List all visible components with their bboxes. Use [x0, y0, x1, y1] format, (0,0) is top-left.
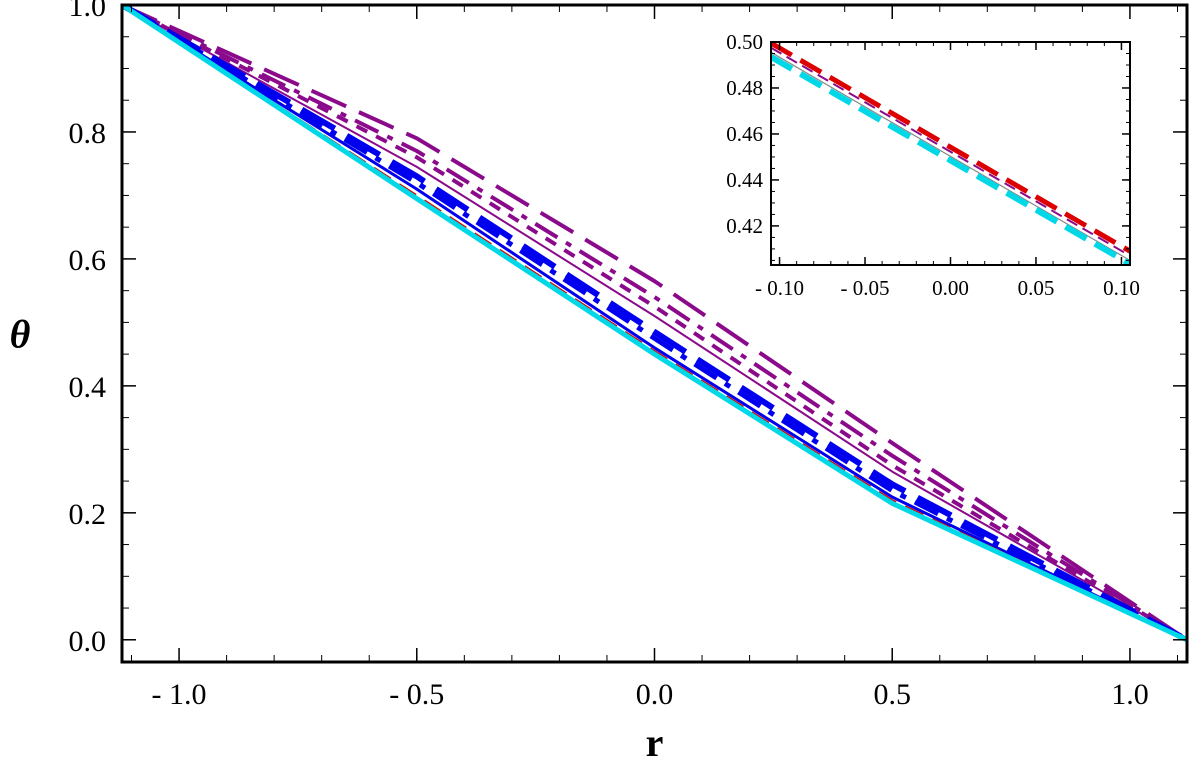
inset-y-tick-label-1: 0.42: [726, 214, 763, 238]
inset-plot: - 0.10 - 0.05 0.00 0.05 0.10 0.42 0.44 0.46 0.48…: [726, 30, 1140, 300]
main-x-tick-label-2: - 0.5: [389, 678, 444, 711]
main-series-line-1: [122, 5, 1187, 642]
main-series-line-6: [122, 5, 1187, 643]
inset-series-line-3: [771, 51, 1130, 261]
main-y-tick-label-2: 0.2: [69, 498, 107, 531]
inset-y-tick-label-4: 0.48: [726, 76, 763, 100]
main-y-tick-label-5: 0.8: [69, 117, 107, 150]
inset-y-tick-label-2: 0.44: [726, 168, 763, 192]
main-y-axis-label: θ: [10, 312, 31, 357]
main-x-tick-label-5: 1.0: [1111, 678, 1149, 711]
main-series-group: [122, 5, 1187, 643]
main-series-line-9: [122, 5, 1187, 643]
inset-y-tick-label-3: 0.46: [726, 122, 763, 146]
main-x-axis-label: r: [646, 720, 664, 765]
main-series-line-3: [122, 5, 1187, 642]
inset-x-tick-label-2: - 0.05: [841, 276, 890, 300]
inset-series-group: [771, 42, 1130, 265]
inset-series-line-4: [771, 54, 1130, 265]
inset-series-line-1: [771, 42, 1130, 254]
main-series-line-4: [122, 5, 1187, 641]
main-x-tick-label-4: 0.5: [873, 678, 911, 711]
inset-x-tick-label-4: 0.05: [1018, 276, 1055, 300]
inset-x-tick-label-1: - 0.10: [755, 276, 804, 300]
main-series-line-2: [122, 5, 1187, 642]
main-y-tick-label-1: 0.0: [69, 625, 107, 658]
main-series-line-5: [122, 5, 1187, 643]
main-y-tick-label-3: 0.4: [69, 371, 107, 404]
inset-x-tick-label-5: 0.10: [1103, 276, 1140, 300]
main-y-tick-label-4: 0.6: [69, 244, 107, 277]
inset-y-tick-label-5: 0.50: [726, 30, 763, 54]
main-y-tick-label-6: 1.0: [69, 0, 107, 23]
inset-x-tick-label-3: 0.00: [932, 276, 969, 300]
main-series-line-7: [122, 5, 1187, 642]
inset-series-line-2: [771, 46, 1130, 257]
main-x-tick-label-1: - 1.0: [152, 678, 207, 711]
main-x-tick-label-3: 0.0: [636, 678, 674, 711]
